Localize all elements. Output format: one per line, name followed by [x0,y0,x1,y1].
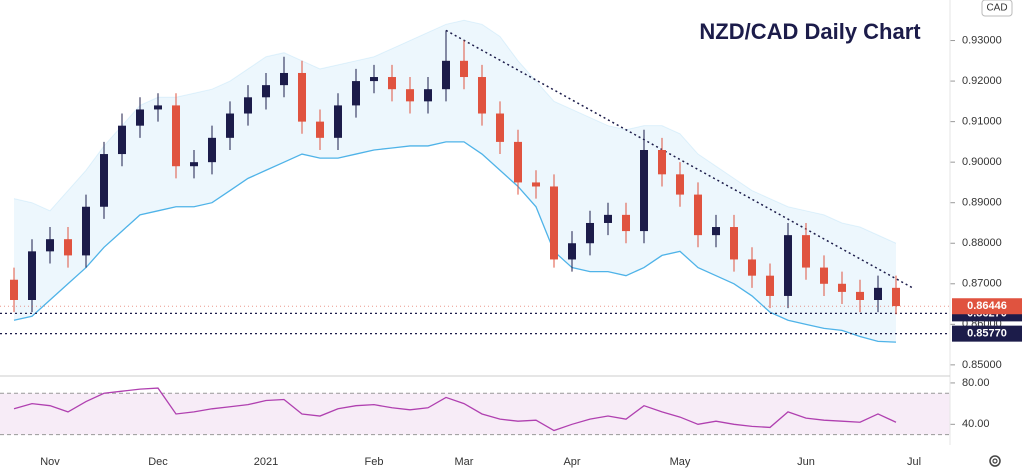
candle-body [604,214,612,223]
x-tick-label: Feb [365,456,384,468]
candle-body [316,121,324,138]
last-price-label: 0.86446 [967,300,1007,312]
candle-body [892,287,900,307]
last-price-box [952,298,1022,315]
x-tick-label: May [670,456,691,468]
band-lower [13,141,897,343]
candle-body [658,150,666,175]
x-tick-label: Mar [455,456,474,468]
candle-body [730,227,738,260]
candle-body [766,275,774,296]
x-tick-label: 2021 [254,456,278,468]
currency-box[interactable] [981,0,1013,17]
candle-body [388,77,396,90]
candle-body [352,81,360,106]
candle-body [136,109,144,126]
chart-title: NZD/CAD Daily Chart [699,19,921,44]
settings-icon[interactable] [989,455,1001,467]
candle-body [226,113,234,138]
candle-body [442,60,450,90]
x-tick-label: Apr [563,456,580,468]
rsi-line [13,387,897,432]
y-tick-label: 0.88000 [962,237,1002,249]
rsi-tick-label: 40.00 [962,418,990,430]
plot: 0.850000.860000.870000.880000.890000.900… [0,19,1022,468]
candle-body [712,227,720,236]
trendline [445,29,915,290]
candle-body [550,186,558,260]
candle-body [334,105,342,138]
candle-body [280,72,288,86]
candle-body [190,162,198,167]
y-tick-label: 0.89000 [962,197,1002,209]
candle-body [586,222,594,244]
candle-body [514,141,522,183]
band-fill [14,20,896,343]
candle-body [82,206,90,256]
candle-body [622,214,630,232]
candle-body [532,182,540,187]
x-tick-label: Dec [148,456,168,468]
candle-body [784,235,792,296]
candle-body [424,89,432,102]
candle-body [640,150,648,232]
candle-body [676,174,684,195]
candle-body [64,239,72,256]
candle-body [118,125,126,155]
y-tick-label: 0.92000 [962,75,1002,87]
candle-body [10,279,18,300]
x-tick-label: Jun [797,456,815,468]
level-box [952,325,1022,342]
y-tick-label: 0.90000 [962,156,1002,168]
candle-body [478,77,486,114]
x-tick-label: Jul [907,456,921,468]
candle-body [28,251,36,300]
candle-body [694,194,702,236]
candle-body [262,85,270,98]
band-upper [13,19,897,244]
candle-body [298,72,306,122]
candle-body [370,77,378,82]
candle-body [802,235,810,268]
candle-body [568,243,576,260]
candle-body [496,113,504,142]
candle-body [406,89,414,102]
rsi-zone [0,393,950,435]
x-tick-label: Nov [40,456,60,468]
candle-body [46,239,54,252]
candle-body [874,287,882,300]
y-tick-label: 0.85000 [962,359,1002,371]
rsi-tick-label: 80.00 [962,377,990,389]
candle-body [172,105,180,167]
candle-body [838,283,846,292]
y-tick-label: 0.87000 [962,278,1002,290]
y-tick-label: 0.91000 [962,116,1002,128]
candle-body [208,137,216,163]
candle-body [244,97,252,114]
candle-body [100,154,108,207]
candle-body [460,60,468,78]
level-label: 0.85770 [967,328,1007,340]
candle-body [820,267,828,284]
candle-body [856,291,864,300]
y-tick-label: 0.93000 [962,34,1002,46]
candle-body [748,259,756,276]
currency-label: CAD [986,3,1007,14]
candle-body [154,105,162,110]
